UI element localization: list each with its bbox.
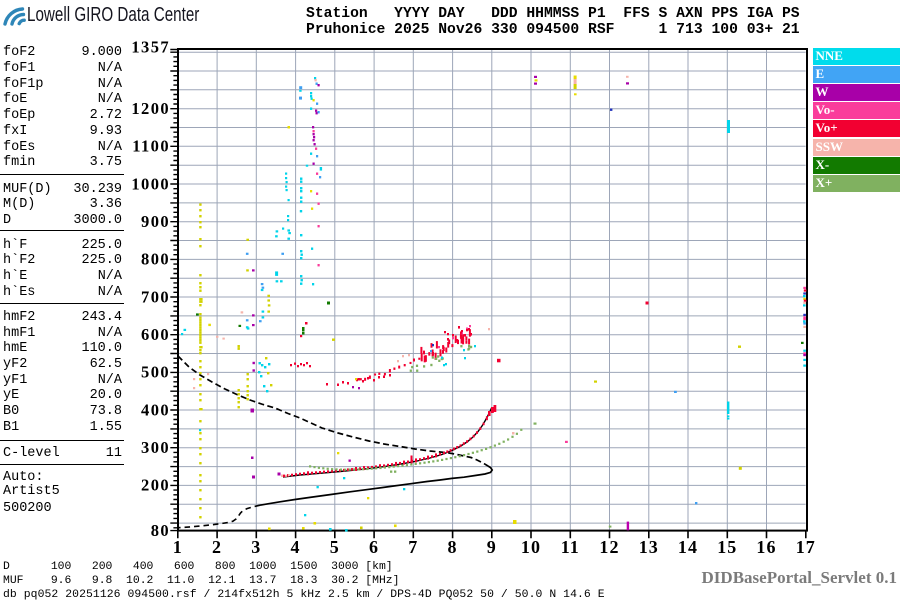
svg-text:800: 800 [141,250,170,269]
svg-text:7: 7 [408,537,418,557]
svg-text:500: 500 [141,363,170,382]
svg-text:200: 200 [141,476,170,495]
svg-text:1100: 1100 [132,137,170,156]
svg-text:1: 1 [173,537,183,557]
svg-text:3: 3 [251,537,261,557]
svg-text:17: 17 [796,537,816,557]
svg-text:14: 14 [678,537,698,557]
svg-text:15: 15 [717,537,737,557]
svg-text:10: 10 [521,537,541,557]
svg-text:400: 400 [141,400,170,419]
svg-text:5: 5 [330,537,340,557]
svg-text:9: 9 [487,537,497,557]
svg-text:12: 12 [599,537,619,557]
svg-text:1000: 1000 [131,174,170,193]
svg-text:1357: 1357 [131,38,170,57]
svg-text:6: 6 [369,537,379,557]
svg-text:8: 8 [448,537,458,557]
svg-text:2: 2 [212,537,222,557]
svg-text:11: 11 [561,537,580,557]
svg-text:700: 700 [141,287,170,306]
svg-text:4: 4 [291,537,301,557]
svg-text:16: 16 [756,537,776,557]
svg-text:600: 600 [141,325,170,344]
svg-text:80: 80 [151,521,170,540]
svg-text:13: 13 [639,537,659,557]
svg-text:1200: 1200 [131,99,170,118]
svg-text:300: 300 [141,438,170,457]
svg-text:900: 900 [141,212,170,231]
